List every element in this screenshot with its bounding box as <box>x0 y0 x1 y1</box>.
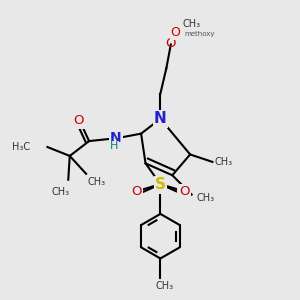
Text: CH₃: CH₃ <box>88 177 106 187</box>
Text: CH₃: CH₃ <box>52 187 70 197</box>
Text: O: O <box>170 26 180 39</box>
Text: H₃C: H₃C <box>12 142 31 152</box>
Text: CH₃: CH₃ <box>196 193 214 202</box>
Text: CH₃: CH₃ <box>183 19 201 29</box>
Text: N: N <box>110 131 122 145</box>
Text: O: O <box>165 37 175 50</box>
Text: methoxy: methoxy <box>184 31 215 37</box>
Text: H: H <box>110 141 118 152</box>
Text: S: S <box>155 177 166 192</box>
Text: N: N <box>154 111 167 126</box>
Text: CH₃: CH₃ <box>156 281 174 291</box>
Text: O: O <box>73 114 83 128</box>
Text: CH₃: CH₃ <box>215 157 233 167</box>
Text: O: O <box>179 185 189 198</box>
Text: O: O <box>131 185 142 198</box>
